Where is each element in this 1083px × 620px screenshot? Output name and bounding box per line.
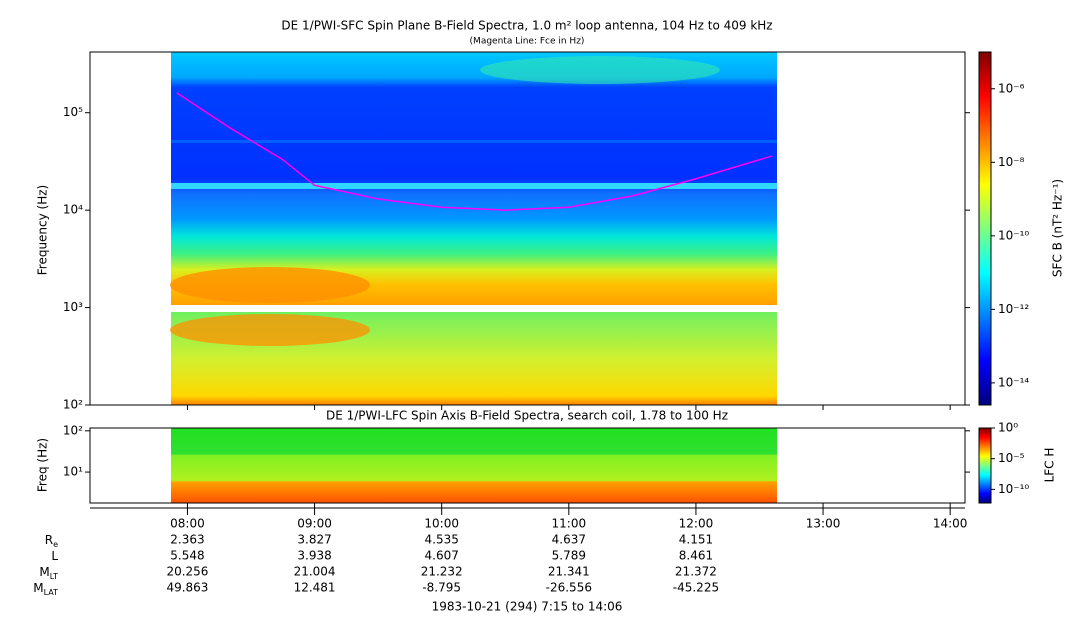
ephemeris-label-sub: LT [50, 572, 58, 581]
y-axis-label: Frequency (Hz) [36, 185, 50, 276]
colorbar-label: LFC H [1043, 448, 1057, 483]
colorbar-tick-label: 10⁻⁵ [998, 451, 1025, 465]
y-tick-label: 10³ [63, 300, 83, 314]
ephemeris-label: MLT [39, 565, 58, 581]
x-tick-label: 14:00 [933, 517, 968, 531]
ephemeris-value: 21.004 [294, 565, 336, 579]
ephemeris-value: 5.789 [552, 549, 586, 563]
ephemeris-value: -26.556 [546, 581, 592, 595]
x-tick-label: 08:00 [170, 517, 205, 531]
ephemeris-label-main: M [39, 565, 49, 579]
lfc-frame [89, 427, 966, 504]
chart-title: DE 1/PWI-SFC Spin Plane B-Field Spectra,… [281, 19, 772, 33]
y-tick-label: 10² [63, 423, 83, 437]
y-tick-label: 10² [63, 398, 83, 412]
sfc-frame [89, 51, 966, 406]
ephemeris-value: 4.535 [425, 533, 459, 547]
ephemeris-value: 49.863 [166, 581, 208, 595]
colorbar-tick-label: 10⁰ [998, 421, 1018, 435]
ephemeris-label: L [51, 549, 58, 563]
colorbar-tick-label: 10⁻¹⁰ [998, 482, 1029, 496]
ephemeris-value: 3.938 [297, 549, 331, 563]
ephemeris-value: 21.341 [548, 565, 590, 579]
x-tick-label: 10:00 [424, 517, 459, 531]
fce-line [176, 92, 773, 211]
ephemeris-label-main: M [33, 581, 43, 595]
chart-title: DE 1/PWI-LFC Spin Axis B-Field Spectra, … [326, 409, 728, 423]
ephemeris-value: 4.637 [552, 533, 586, 547]
colorbar-tick-label: 10⁻¹⁴ [998, 375, 1029, 389]
colorbar-tick-label: 10⁻⁸ [998, 155, 1025, 169]
ephemeris-value: -8.795 [422, 581, 461, 595]
ephemeris-value: 4.151 [679, 533, 713, 547]
x-tick-label: 12:00 [679, 517, 714, 531]
ephemeris-label: Re [45, 533, 58, 549]
sfc-colorbar [978, 51, 992, 406]
colorbar-tick-label: 10⁻⁶ [998, 81, 1025, 95]
ephemeris-value: 21.372 [675, 565, 717, 579]
ephemeris-value: 2.363 [170, 533, 204, 547]
ephemeris-value: 12.481 [294, 581, 336, 595]
ephemeris-label-sub: LAT [44, 588, 58, 597]
ephemeris-value: 3.827 [297, 533, 331, 547]
colorbar-tick-label: 10⁻¹² [998, 302, 1029, 316]
ephemeris-label-sub: e [53, 540, 58, 549]
ephemeris-value: 8.461 [679, 549, 713, 563]
ephemeris-value: 20.256 [166, 565, 208, 579]
y-axis-label: Freq (Hz) [36, 438, 50, 492]
y-tick-label: 10⁴ [63, 203, 83, 217]
chart-subtitle: (Magenta Line: Fce in Hz) [470, 37, 585, 47]
sfc-spectrogram [170, 52, 777, 405]
ephemeris-value: 4.607 [425, 549, 459, 563]
x-tick-label: 09:00 [297, 517, 332, 531]
ephemeris-label-main: L [51, 549, 58, 563]
y-tick-label: 10¹ [63, 465, 83, 479]
lfc-spectrogram [171, 428, 777, 503]
colorbar-tick-label: 10⁻¹⁰ [998, 228, 1029, 242]
colorbar-label: SFC B (nT² Hz⁻¹) [1051, 179, 1065, 277]
lfc-colorbar [978, 427, 992, 504]
ephemeris-value: -45.225 [673, 581, 719, 595]
y-tick-label: 10⁵ [63, 105, 83, 119]
ephemeris-value: 5.548 [170, 549, 204, 563]
ephemeris-label: MLAT [33, 581, 58, 597]
ephemeris-label-main: R [45, 533, 53, 547]
x-tick-label: 13:00 [806, 517, 841, 531]
footer: 1983-10-21 (294) 7:15 to 14:06 [432, 600, 623, 614]
x-tick-label: 11:00 [552, 517, 587, 531]
ephemeris-value: 21.232 [421, 565, 463, 579]
